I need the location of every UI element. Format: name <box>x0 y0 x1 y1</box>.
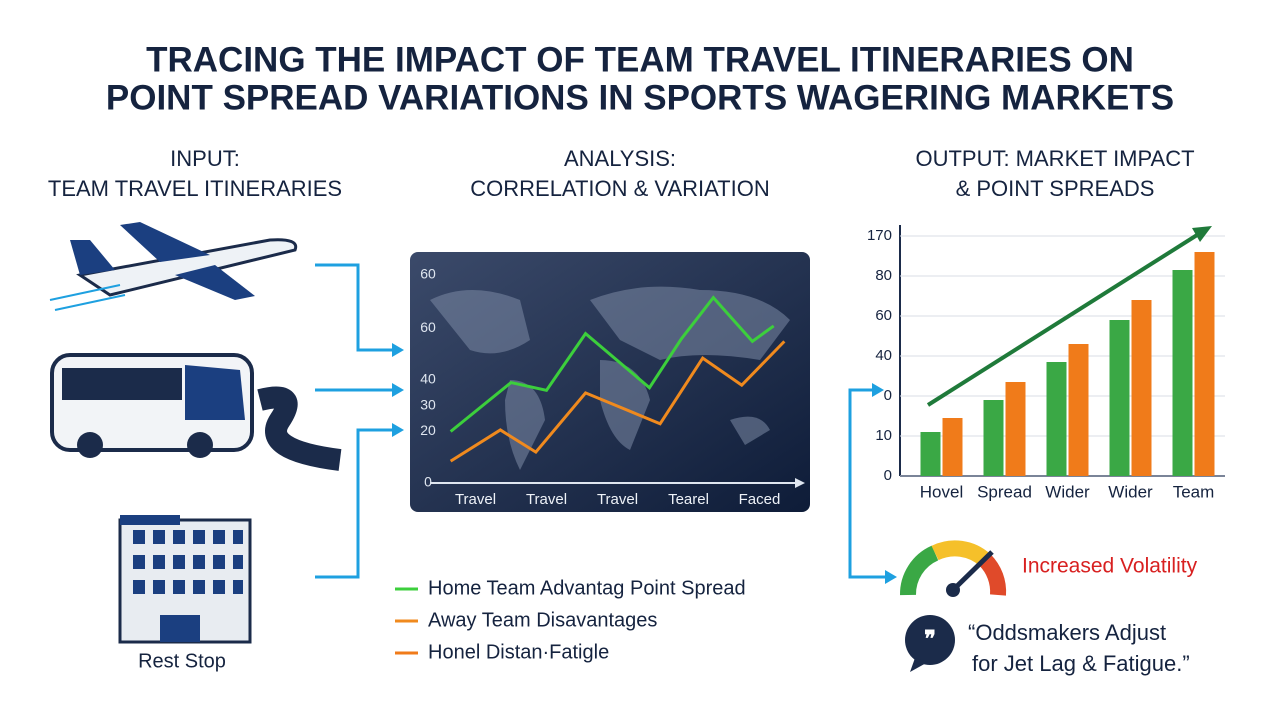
heading: CORRELATION & VARIATION <box>470 176 769 201</box>
x-tick-label: Faced <box>739 491 781 508</box>
trend-arrow <box>926 228 1207 407</box>
x-tick-label: Wider <box>1045 482 1090 501</box>
heading: TEAM TRAVEL ITINERARIES <box>48 176 342 201</box>
arrowheads <box>392 343 897 584</box>
x-tick-label: Hovel <box>920 482 963 501</box>
x-tick-label: Travel <box>455 491 496 508</box>
building-icon <box>118 515 252 644</box>
world-map <box>430 286 790 470</box>
heading: INPUT: <box>170 146 240 171</box>
y-axis-label: 0 <box>884 467 892 484</box>
quote-icon: ❞ <box>905 615 955 672</box>
bar <box>1131 300 1152 476</box>
bar <box>983 400 1004 476</box>
y-axis-label: 60 <box>875 307 892 324</box>
x-tick-label: Tearel <box>668 491 709 508</box>
y-tick-label: 60 <box>420 266 436 282</box>
bar <box>1172 270 1193 476</box>
title: POINT SPREAD VARIATIONS IN SPORTS WAGERI… <box>106 78 1174 117</box>
y-axis-label: 80 <box>875 267 892 284</box>
quote: for Jet Lag & Fatigue.” <box>972 651 1190 676</box>
x-axis-arrow <box>795 478 805 488</box>
bar <box>1194 252 1215 476</box>
heading: & POINT SPREADS <box>956 176 1155 201</box>
bar <box>1068 344 1089 476</box>
y-axis-label: 170 <box>867 227 892 244</box>
x-tick-label: Travel <box>597 491 638 508</box>
caption: Rest Stop <box>138 650 226 672</box>
y-tick-label: 20 <box>420 422 436 438</box>
legend-label: Away Team Disavantages <box>428 609 657 631</box>
svg-text:❞: ❞ <box>924 626 936 651</box>
y-tick-label: 60 <box>420 319 436 335</box>
y-axis-label: 0 <box>884 387 892 404</box>
heading: OUTPUT: MARKET IMPACT <box>915 146 1194 171</box>
gauge-icon <box>900 540 1007 597</box>
bar <box>920 432 941 476</box>
y-axis-label: 10 <box>875 427 892 444</box>
x-tick-label: Wider <box>1108 482 1153 501</box>
y-tick-label: 30 <box>420 396 436 412</box>
series-line <box>449 340 786 463</box>
legend-label: Home Team Advantag Point Spread <box>428 577 746 599</box>
series-line <box>449 295 775 433</box>
x-tick-label: Travel <box>526 491 567 508</box>
bar <box>1005 382 1026 476</box>
bar <box>1046 362 1067 476</box>
title: TRACING THE IMPACT OF TEAM TRAVEL ITINER… <box>146 40 1134 79</box>
quote: “Oddsmakers Adjust <box>968 620 1166 645</box>
bus-icon <box>50 353 342 471</box>
x-tick-label: Spread <box>977 482 1032 501</box>
connectors <box>315 263 885 579</box>
heading: ANALYSIS: <box>564 146 676 171</box>
volatility-label: Increased Volatility <box>1022 555 1198 578</box>
y-tick-label: 0 <box>424 474 432 490</box>
x-tick-label: Team <box>1173 482 1215 501</box>
plane-icon <box>49 222 298 311</box>
y-tick-label: 40 <box>420 371 436 387</box>
bar <box>1109 320 1130 476</box>
legend-label: Honel Distan·Fatigle <box>428 641 609 663</box>
y-axis-label: 40 <box>875 347 892 364</box>
bar <box>942 418 963 476</box>
trend-arrowhead <box>1192 226 1212 242</box>
